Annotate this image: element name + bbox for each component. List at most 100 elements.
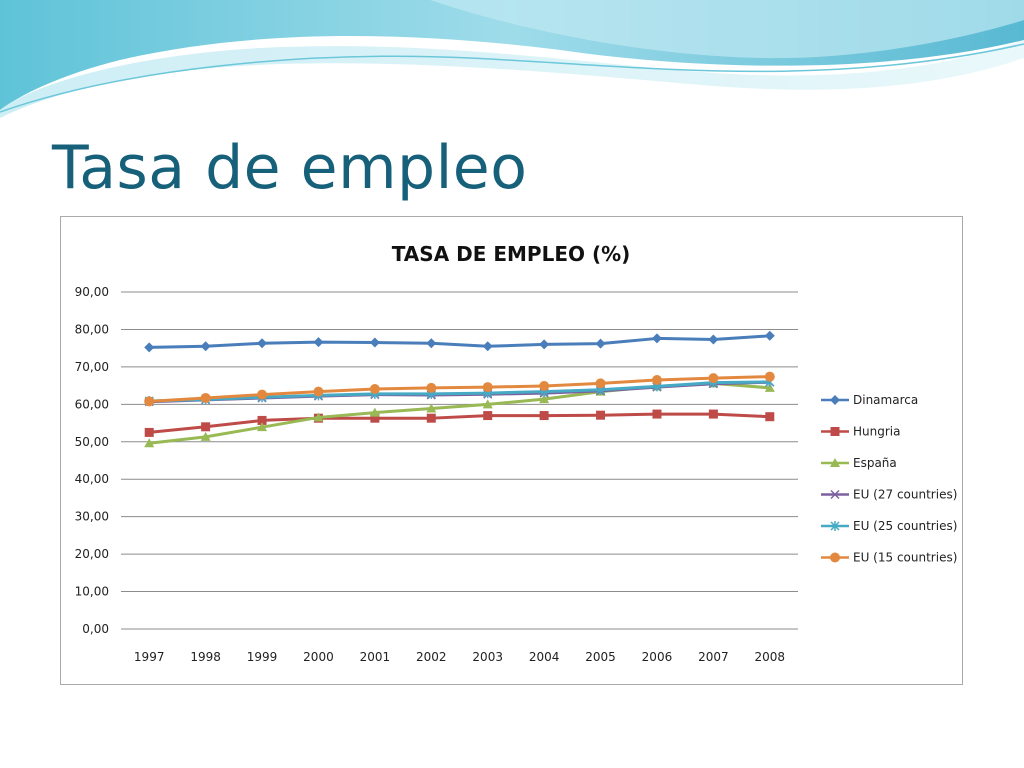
data-point bbox=[651, 333, 662, 344]
data-point bbox=[313, 412, 324, 422]
legend-marker bbox=[830, 521, 840, 531]
y-tick-label: 50,00 bbox=[75, 435, 109, 449]
chart-frame: TASA DE EMPLEO (%) 0,00 10,00 20,00 30,00 40… bbox=[60, 216, 963, 685]
series-line bbox=[149, 375, 770, 403]
x-tick-label: 2005 bbox=[585, 650, 616, 664]
data-point bbox=[144, 342, 155, 353]
series-1 bbox=[144, 409, 775, 437]
data-point bbox=[595, 338, 606, 349]
data-point bbox=[483, 411, 493, 421]
y-tick-label: 0,00 bbox=[82, 622, 109, 636]
data-point bbox=[482, 399, 493, 409]
data-point bbox=[595, 378, 606, 389]
series-group bbox=[144, 330, 775, 448]
legend-item: Dinamarca bbox=[821, 393, 918, 407]
data-point bbox=[144, 427, 154, 437]
y-axis-ticks: 0,00 10,00 20,00 30,00 40,00 50,00 60,00 70,00 8… bbox=[75, 285, 109, 636]
page-title: Tasa de empleo bbox=[52, 133, 528, 203]
legend-marker bbox=[830, 489, 840, 500]
data-point bbox=[144, 396, 155, 407]
data-point bbox=[426, 338, 437, 349]
y-tick-label: 20,00 bbox=[75, 547, 109, 561]
legend-label: EU (25 countries) bbox=[853, 519, 957, 533]
data-point bbox=[257, 389, 268, 400]
data-point bbox=[765, 412, 775, 422]
data-point bbox=[426, 403, 437, 413]
series-line bbox=[149, 380, 770, 403]
y-tick-label: 80,00 bbox=[75, 322, 109, 336]
y-tick-label: 40,00 bbox=[75, 472, 109, 486]
series-line bbox=[149, 412, 770, 434]
data-point bbox=[482, 382, 493, 393]
data-point bbox=[369, 337, 380, 348]
data-point bbox=[764, 371, 775, 382]
legend-item: EU (27 countries) bbox=[821, 488, 957, 502]
legend-item: EU (25 countries) bbox=[821, 519, 957, 533]
series-5 bbox=[144, 371, 775, 407]
legend-marker bbox=[830, 552, 840, 563]
legend-item: EU (15 countries) bbox=[821, 551, 957, 565]
data-point bbox=[652, 409, 662, 419]
series-4 bbox=[144, 376, 775, 406]
series-0 bbox=[144, 330, 775, 353]
chart-title: TASA DE EMPLEO (%) bbox=[392, 242, 631, 266]
legend-marker bbox=[830, 427, 840, 436]
x-tick-label: 2003 bbox=[472, 650, 503, 664]
data-point bbox=[201, 422, 211, 432]
x-tick-label: 2007 bbox=[698, 650, 729, 664]
data-point bbox=[200, 431, 211, 441]
y-tick-label: 60,00 bbox=[75, 397, 109, 411]
data-point bbox=[257, 422, 268, 432]
x-tick-label: 1997 bbox=[134, 650, 165, 664]
legend-label: Dinamarca bbox=[853, 393, 918, 407]
x-tick-label: 1998 bbox=[190, 650, 221, 664]
data-point bbox=[539, 380, 550, 391]
y-tick-label: 70,00 bbox=[75, 360, 109, 374]
data-point bbox=[764, 330, 775, 341]
data-point bbox=[313, 337, 324, 348]
data-point bbox=[764, 382, 775, 392]
y-tick-label: 90,00 bbox=[75, 285, 109, 299]
data-point bbox=[539, 339, 550, 350]
legend-label: EU (27 countries) bbox=[853, 488, 957, 502]
data-point bbox=[257, 415, 267, 425]
data-point bbox=[369, 407, 380, 417]
x-tick-label: 2008 bbox=[755, 650, 786, 664]
data-point bbox=[313, 386, 324, 397]
legend-item: España bbox=[821, 456, 897, 470]
data-point bbox=[426, 413, 436, 423]
legend-label: España bbox=[853, 456, 897, 470]
x-tick-label: 2006 bbox=[642, 650, 673, 664]
data-point bbox=[369, 383, 380, 394]
legend-marker bbox=[830, 395, 840, 405]
y-tick-label: 30,00 bbox=[75, 510, 109, 524]
y-tick-label: 10,00 bbox=[75, 585, 109, 599]
x-tick-label: 2004 bbox=[529, 650, 560, 664]
data-point bbox=[539, 411, 549, 421]
legend-marker bbox=[830, 458, 840, 467]
data-point bbox=[200, 341, 211, 352]
x-tick-label: 2001 bbox=[360, 650, 391, 664]
legend-label: Hungria bbox=[853, 425, 900, 439]
line-chart: TASA DE EMPLEO (%) 0,00 10,00 20,00 30,00 40… bbox=[75, 242, 958, 664]
data-point bbox=[708, 334, 719, 345]
data-point bbox=[482, 341, 493, 352]
data-point bbox=[370, 413, 380, 423]
data-point bbox=[596, 410, 606, 420]
grid-lines bbox=[121, 291, 798, 630]
legend: Dinamarca Hungria España EU (27 countries) E… bbox=[821, 393, 957, 565]
legend-label: EU (15 countries) bbox=[853, 551, 957, 565]
data-point bbox=[708, 409, 718, 419]
series-line bbox=[149, 334, 770, 349]
x-tick-label: 1999 bbox=[247, 650, 278, 664]
data-point bbox=[257, 338, 268, 349]
data-point bbox=[426, 382, 437, 393]
x-tick-label: 2000 bbox=[303, 650, 334, 664]
x-tick-label: 2002 bbox=[416, 650, 447, 664]
data-point bbox=[539, 394, 550, 404]
data-point bbox=[708, 373, 719, 384]
data-point bbox=[200, 392, 211, 403]
x-axis-ticks: 1997 1998 1999 2000 2001 2002 2003 2004 2005 2006… bbox=[134, 650, 785, 664]
data-point bbox=[144, 438, 155, 448]
